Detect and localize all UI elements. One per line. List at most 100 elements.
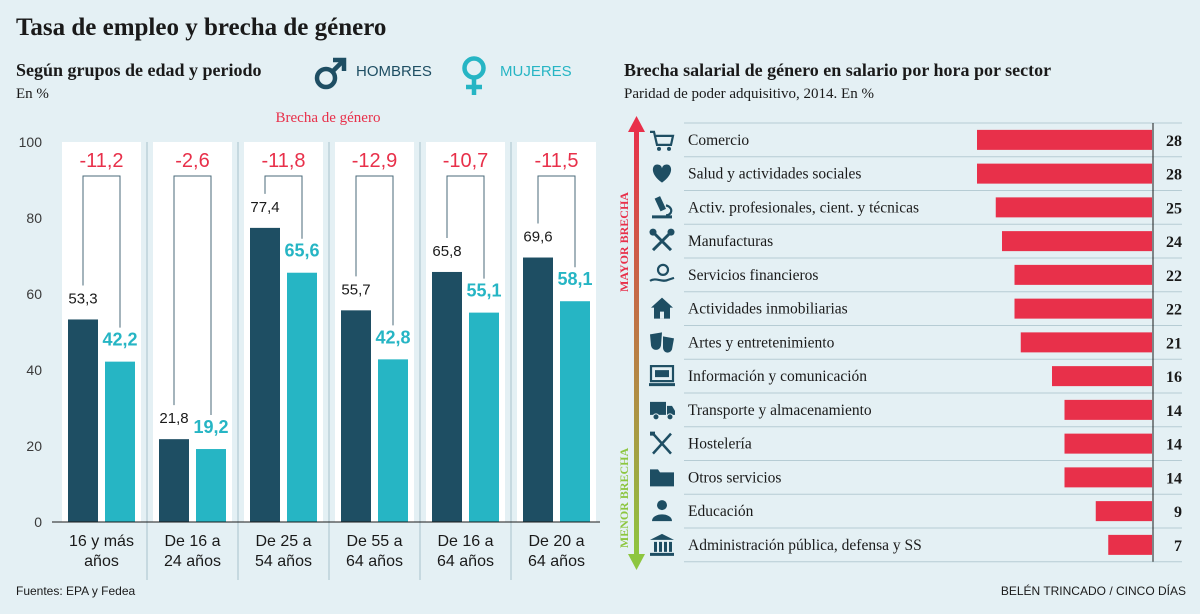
wage-gap-bar xyxy=(1064,399,1152,420)
gap-bracket xyxy=(82,175,121,328)
bar-men-value: 65,8 xyxy=(432,243,461,260)
gap-bracket xyxy=(355,175,394,326)
wage-gap-value: 22 xyxy=(1166,302,1182,319)
wage-gap-bar-chart: MAYOR BRECHA MENOR BRECHA Comercio 28 Salud … xyxy=(617,116,1182,570)
bar-women-value: 58,1 xyxy=(557,269,592,289)
axis-top-label: MAYOR BRECHA xyxy=(617,192,631,292)
bar-women xyxy=(378,359,408,522)
legend-women-label: MUJERES xyxy=(500,63,572,80)
sector-label: Salud y actividades sociales xyxy=(688,166,861,183)
left-chart-unit: En % xyxy=(16,86,49,102)
sector-label: Información y comunicación xyxy=(688,368,867,385)
gap-value: -11,5 xyxy=(534,150,578,172)
category-label: años xyxy=(84,553,119,570)
heart-icon xyxy=(652,164,672,183)
wage-gap-value: 24 xyxy=(1166,234,1182,251)
y-tick-label: 0 xyxy=(34,514,42,530)
sector-label: Actividades inmobiliarias xyxy=(688,301,848,318)
bar-women-value: 19,2 xyxy=(193,417,228,437)
wage-gap-value: 16 xyxy=(1166,369,1182,386)
gap-value: -2,6 xyxy=(175,150,209,172)
category-label: 24 años xyxy=(164,553,221,570)
gap-bracket xyxy=(446,175,485,279)
category-label: 64 años xyxy=(346,553,403,570)
bar-women-value: 65,6 xyxy=(284,241,319,261)
sector-label: Hostelería xyxy=(688,436,752,453)
sector-label: Transporte y almacenamiento xyxy=(688,402,872,419)
sector-label: Educación xyxy=(688,503,754,520)
money-hand-icon xyxy=(649,263,675,282)
sources-note: Fuentes: EPA y Fedea xyxy=(16,584,136,598)
wage-gap-bar xyxy=(1014,264,1152,285)
category-label: 54 años xyxy=(255,553,312,570)
bar-women xyxy=(105,361,135,522)
sector-label: Otros servicios xyxy=(688,469,781,486)
wage-gap-bar xyxy=(1095,501,1152,522)
category-label: 64 años xyxy=(437,553,494,570)
gap-header: Brecha de género xyxy=(276,110,381,126)
category-label: De 16 a xyxy=(164,533,220,550)
bar-men xyxy=(341,310,371,522)
masks-icon xyxy=(650,332,674,353)
microscope-icon xyxy=(652,196,673,219)
wage-gap-bar xyxy=(1108,534,1152,555)
gap-value: -11,2 xyxy=(79,150,123,172)
wage-gap-bar xyxy=(977,163,1152,184)
y-tick-label: 20 xyxy=(26,438,42,454)
bar-women xyxy=(560,301,590,522)
bar-men xyxy=(523,257,553,522)
bar-women xyxy=(469,312,499,522)
main-title: Tasa de empleo y brecha de género xyxy=(16,14,387,41)
right-chart-title: Brecha salarial de género en salario por… xyxy=(624,60,1052,80)
y-tick-label: 60 xyxy=(26,286,42,302)
axis-bottom-label: MENOR BRECHA xyxy=(617,448,631,549)
wage-gap-value: 21 xyxy=(1166,335,1182,352)
sector-label: Artes y entretenimiento xyxy=(688,334,835,351)
bar-men-value: 69,6 xyxy=(523,229,552,246)
teacher-icon xyxy=(652,500,672,522)
category-label: De 25 a xyxy=(255,533,311,550)
wage-gap-value: 14 xyxy=(1166,403,1182,420)
bar-women xyxy=(287,272,317,522)
bar-men-value: 53,3 xyxy=(68,290,97,307)
cutlery-icon xyxy=(650,431,672,455)
wage-gap-value: 28 xyxy=(1166,133,1182,150)
building-icon xyxy=(650,533,674,556)
tools-icon xyxy=(649,228,675,252)
wage-gap-value: 14 xyxy=(1166,437,1182,454)
gap-value: -10,7 xyxy=(443,150,489,172)
wage-gap-bar xyxy=(1020,332,1152,353)
bar-men xyxy=(159,439,189,522)
wage-gap-bar xyxy=(1002,231,1152,252)
gap-value: -12,9 xyxy=(352,150,398,172)
cart-icon xyxy=(650,130,675,151)
y-tick-label: 80 xyxy=(26,210,42,226)
left-chart-subtitle: Según grupos de edad y periodo xyxy=(16,60,262,80)
bar-women-value: 42,2 xyxy=(102,330,137,350)
wage-gap-bar xyxy=(1052,366,1152,387)
legend-men-label: HOMBRES xyxy=(356,63,432,80)
category-label: De 55 a xyxy=(346,533,402,550)
sector-label: Servicios financieros xyxy=(688,267,818,284)
sector-label: Manufacturas xyxy=(688,233,773,250)
employment-bar-chart: Brecha de género 0 20 40 60 80 100 53,3 42,2 -11,… xyxy=(19,110,600,580)
wage-gap-value: 7 xyxy=(1174,538,1182,555)
bar-women-value: 55,1 xyxy=(466,281,501,301)
wage-gap-value: 22 xyxy=(1166,268,1182,285)
bar-men-value: 21,8 xyxy=(159,410,188,427)
bar-men xyxy=(432,271,462,522)
y-tick-label: 100 xyxy=(19,134,43,150)
bar-men-value: 77,4 xyxy=(250,199,279,216)
bar-men xyxy=(68,319,98,522)
gap-value: -11,8 xyxy=(261,150,305,172)
wage-gap-value: 14 xyxy=(1166,470,1182,487)
gap-bracket xyxy=(537,175,576,268)
category-label: 16 y más xyxy=(69,533,134,550)
y-tick-label: 40 xyxy=(26,362,42,378)
wage-gap-bar xyxy=(1064,433,1152,454)
wage-gap-value: 9 xyxy=(1174,504,1182,521)
folder-icon xyxy=(650,469,674,487)
bar-men-value: 55,7 xyxy=(341,281,370,298)
wage-gap-bar xyxy=(1064,467,1152,488)
category-label: De 16 a xyxy=(437,533,493,550)
